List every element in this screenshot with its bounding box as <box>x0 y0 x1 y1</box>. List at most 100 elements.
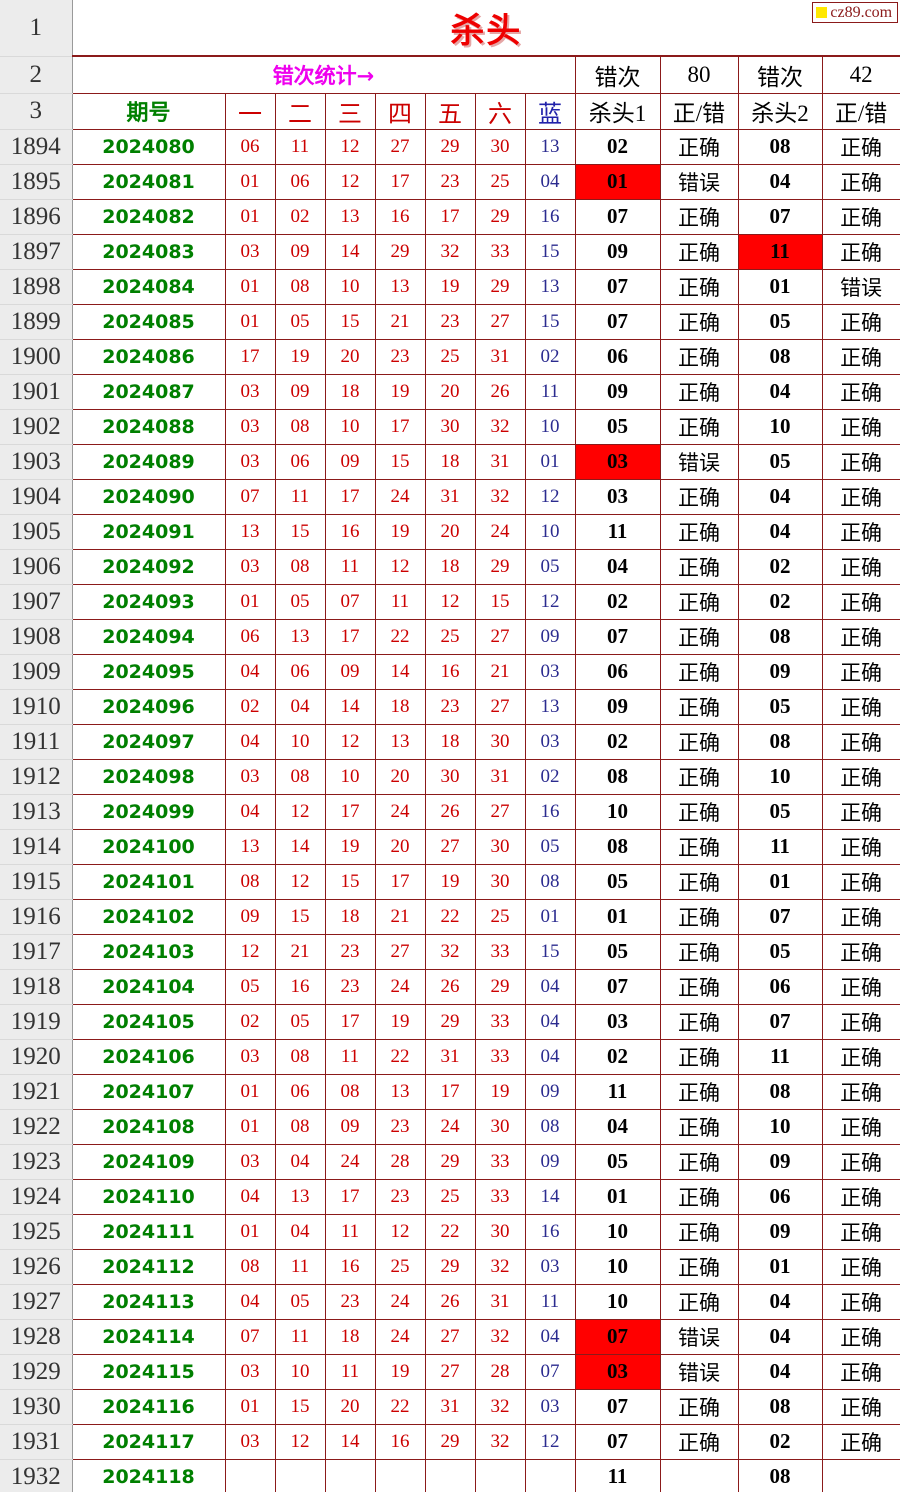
cell-issue[interactable]: 2024096 <box>71 688 226 725</box>
cell-kill-head-2: 08 <box>737 1458 823 1492</box>
cell-kill-head-2: 09 <box>737 1213 823 1250</box>
cell-kill-head-1: 07 <box>574 268 661 305</box>
column-header-result1[interactable]: 正/错 <box>659 92 739 130</box>
column-header-issue[interactable]: 期号 <box>71 92 226 130</box>
column-header-n4[interactable]: 四 <box>374 92 426 130</box>
cell-number-4: 22 <box>374 1388 426 1425</box>
cell-issue[interactable]: 2024097 <box>71 723 226 760</box>
cell-number-2: 13 <box>274 618 326 655</box>
cell-issue[interactable]: 2024089 <box>71 443 226 480</box>
cell-issue[interactable]: 2024083 <box>71 233 226 270</box>
cell-result-2: 正确 <box>821 653 900 690</box>
cell-number-3: 11 <box>324 548 376 585</box>
cell-issue[interactable]: 2024090 <box>71 478 226 515</box>
column-header-n6[interactable]: 六 <box>474 92 526 130</box>
cell-result-2: 正确 <box>821 128 900 165</box>
column-header-n1[interactable]: 一 <box>224 92 276 130</box>
cell-number-2: 04 <box>274 688 326 725</box>
row-number: 1916 <box>0 899 73 935</box>
column-header-n2[interactable]: 二 <box>274 92 326 130</box>
cell-issue[interactable]: 2024117 <box>71 1423 226 1460</box>
cell-issue[interactable]: 2024103 <box>71 933 226 970</box>
cell-issue[interactable]: 2024082 <box>71 198 226 235</box>
cell-result-2 <box>821 1458 900 1492</box>
cell-result-1: 正确 <box>659 373 739 410</box>
cell-number-4: 13 <box>374 268 426 305</box>
logo-square-icon <box>816 7 828 18</box>
cell-issue[interactable]: 2024095 <box>71 653 226 690</box>
cell-issue[interactable]: 2024112 <box>71 1248 226 1285</box>
cell-issue[interactable]: 2024116 <box>71 1388 226 1425</box>
cell-number-4: 23 <box>374 1108 426 1145</box>
cell-blue-number: 04 <box>524 1003 576 1040</box>
cell-number-6: 27 <box>474 793 526 830</box>
cell-issue[interactable]: 2024118 <box>71 1458 226 1492</box>
cell-issue[interactable]: 2024102 <box>71 898 226 935</box>
cell-issue[interactable]: 2024100 <box>71 828 226 865</box>
row-number: 1904 <box>0 479 73 515</box>
cell-kill-head-1: 06 <box>574 338 661 375</box>
cell-issue[interactable]: 2024113 <box>71 1283 226 1320</box>
column-header-kill1[interactable]: 杀头1 <box>574 92 661 130</box>
cell-issue[interactable]: 2024094 <box>71 618 226 655</box>
cell-blue-number: 15 <box>524 303 576 340</box>
cell-issue[interactable]: 2024086 <box>71 338 226 375</box>
cell-number-6: 31 <box>474 1283 526 1320</box>
column-header-kill2[interactable]: 杀头2 <box>737 92 823 130</box>
site-logo[interactable]: cz89.com <box>812 2 899 23</box>
cell-issue[interactable]: 2024087 <box>71 373 226 410</box>
cell-issue[interactable]: 2024115 <box>71 1353 226 1390</box>
cell-blue-number: 04 <box>524 968 576 1005</box>
column-header-n3[interactable]: 三 <box>324 92 376 130</box>
column-header-blue[interactable]: 蓝 <box>524 92 576 130</box>
cell-issue[interactable]: 2024092 <box>71 548 226 585</box>
cell-issue[interactable]: 2024114 <box>71 1318 226 1355</box>
table-row: 1908 2024094 06 13 17 22 25 27 09 07 正确 08 正确 <box>0 618 900 655</box>
row-number: 1925 <box>0 1214 73 1250</box>
cell-blue-number <box>524 1458 576 1492</box>
cell-number-1: 01 <box>224 1108 276 1145</box>
cell-number-6: 33 <box>474 1003 526 1040</box>
cell-issue[interactable]: 2024105 <box>71 1003 226 1040</box>
cell-kill-head-2: 05 <box>737 303 823 340</box>
cell-issue[interactable]: 2024108 <box>71 1108 226 1145</box>
cell-issue[interactable]: 2024091 <box>71 513 226 550</box>
cell-result-1: 正确 <box>659 618 739 655</box>
cell-number-6: 30 <box>474 828 526 865</box>
cell-number-1: 04 <box>224 723 276 760</box>
cell-issue[interactable]: 2024104 <box>71 968 226 1005</box>
column-header-result2[interactable]: 正/错 <box>821 92 900 130</box>
cell-issue[interactable]: 2024080 <box>71 128 226 165</box>
cell-number-1: 01 <box>224 163 276 200</box>
cell-issue[interactable]: 2024098 <box>71 758 226 795</box>
cell-issue[interactable]: 2024110 <box>71 1178 226 1215</box>
cell-issue[interactable]: 2024107 <box>71 1073 226 1110</box>
column-header-n5[interactable]: 五 <box>424 92 476 130</box>
row-number: 1903 <box>0 444 73 480</box>
cell-number-6: 27 <box>474 688 526 725</box>
cell-result-1: 正确 <box>659 1108 739 1145</box>
cell-issue[interactable]: 2024109 <box>71 1143 226 1180</box>
cell-number-5: 23 <box>424 303 476 340</box>
cell-issue[interactable]: 2024101 <box>71 863 226 900</box>
cell-issue[interactable]: 2024099 <box>71 793 226 830</box>
row-number: 1929 <box>0 1354 73 1390</box>
cell-blue-number: 09 <box>524 618 576 655</box>
table-row: 1901 2024087 03 09 18 19 20 26 11 09 正确 04 正确 <box>0 373 900 410</box>
cell-issue[interactable]: 2024106 <box>71 1038 226 1075</box>
cell-issue[interactable]: 2024111 <box>71 1213 226 1250</box>
cell-result-1: 正确 <box>659 1003 739 1040</box>
cell-issue[interactable]: 2024088 <box>71 408 226 445</box>
cell-number-2: 06 <box>274 443 326 480</box>
cell-number-5: 18 <box>424 548 476 585</box>
row-number: 1919 <box>0 1004 73 1040</box>
cell-issue[interactable]: 2024081 <box>71 163 226 200</box>
cell-issue[interactable]: 2024084 <box>71 268 226 305</box>
cell-result-1: 错误 <box>659 1353 739 1390</box>
cell-blue-number: 16 <box>524 1213 576 1250</box>
cell-issue[interactable]: 2024085 <box>71 303 226 340</box>
cell-issue[interactable]: 2024093 <box>71 583 226 620</box>
row-number: 1918 <box>0 969 73 1005</box>
cell-result-2: 正确 <box>821 1423 900 1460</box>
